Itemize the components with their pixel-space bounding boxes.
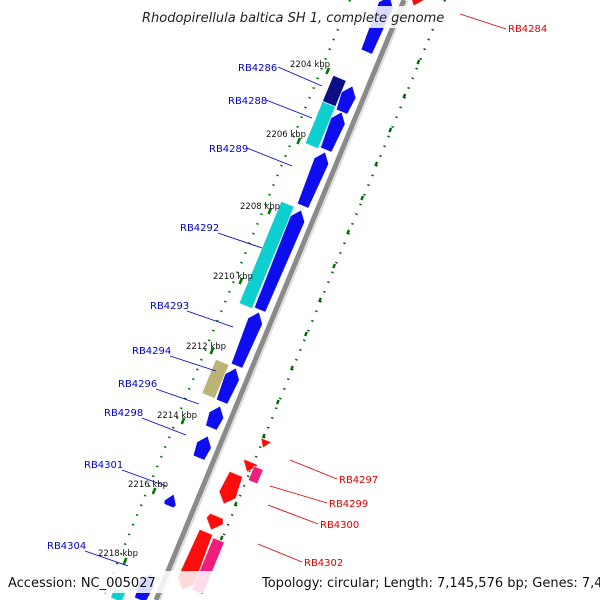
ruler-tick	[296, 137, 302, 145]
reverse-cds-4[interactable]	[205, 512, 224, 531]
gc-tick	[402, 93, 407, 99]
leader-line	[217, 232, 263, 249]
ruler-tick	[267, 207, 273, 215]
ruler-label: 2214 kbp	[157, 411, 197, 421]
leader-line	[459, 13, 507, 30]
gene-label-rb4298[interactable]: RB4298	[104, 408, 143, 419]
gc-tick	[332, 263, 336, 269]
feature-tracks	[110, 0, 425, 600]
accession-text: Accession: NC_005027	[8, 576, 156, 591]
cog-block-olive[interactable]	[201, 358, 230, 400]
leader-line	[269, 485, 328, 504]
forward-cds-2[interactable]	[320, 111, 346, 153]
gc-tick	[374, 161, 379, 167]
forward-cds-3[interactable]	[296, 151, 330, 209]
gene-label-rb4288[interactable]: RB4288	[228, 96, 267, 107]
leader-line	[277, 66, 323, 87]
reverse-cds-2[interactable]	[243, 459, 259, 473]
leader-line	[257, 543, 303, 563]
gc-tick	[261, 433, 266, 439]
reverse-cds-0[interactable]	[410, 0, 425, 7]
cog-block-magenta-small[interactable]	[247, 465, 264, 485]
reverse-cds-3[interactable]	[218, 470, 243, 505]
ruler-tick	[122, 557, 128, 565]
gc-tick	[318, 297, 322, 303]
ruler-label: 2208 kbp	[240, 202, 280, 212]
map-title: Rhodopirellula baltica SH 1, complete ge…	[142, 11, 444, 26]
leader-line	[265, 99, 313, 119]
gc-tick	[219, 535, 224, 541]
gc-tick	[275, 399, 280, 405]
gc-dot-tracks	[100, 0, 447, 600]
gene-label-rb4300[interactable]: RB4300	[320, 520, 359, 531]
leader-line	[289, 459, 338, 480]
label-leader-lines	[84, 13, 507, 567]
leader-line	[84, 550, 129, 567]
leader-line	[121, 469, 167, 487]
dot-track	[100, 0, 352, 600]
forward-gene-labels: RB4286 RB4288 RB4289 RB4292 RB4293 RB429…	[47, 63, 277, 552]
gc-tick	[346, 229, 351, 235]
gene-label-rb4297[interactable]: RB4297	[339, 475, 378, 486]
gene-label-rb4299[interactable]: RB4299	[329, 499, 368, 510]
leader-line	[141, 417, 187, 436]
gene-label-rb4284[interactable]: RB4284	[508, 24, 547, 35]
genome-stats-text: Topology: circular; Length: 7,145,576 bp…	[261, 576, 600, 591]
cog-block-cyan-long[interactable]	[238, 200, 295, 310]
gene-label-rb4302[interactable]: RB4302	[304, 558, 343, 569]
ruler-label: 2210 kbp	[213, 272, 253, 282]
gc-tick	[360, 195, 365, 201]
ruler-label: 2216 kbp	[128, 480, 168, 490]
forward-cds-5[interactable]	[230, 311, 263, 369]
title-backdrop	[138, 6, 460, 28]
ruler-label: 2206 kbp	[266, 130, 306, 140]
leader-line	[169, 355, 217, 372]
genome-backbone	[153, 0, 407, 600]
leader-line	[186, 310, 234, 328]
ruler-label: 2218 kbp	[98, 549, 138, 559]
cog-block-cyan[interactable]	[304, 100, 336, 150]
forward-cds-9[interactable]	[163, 493, 177, 509]
gc-tick	[388, 127, 393, 133]
forward-cds-6[interactable]	[215, 367, 240, 405]
ruler-tick	[238, 277, 244, 285]
ruler-label: 2212 kbp	[186, 342, 226, 352]
leader-line	[246, 147, 293, 167]
gene-label-rb4292[interactable]: RB4292	[180, 223, 219, 234]
reverse-gene-labels: RB4284 RB4297 RB4299 RB4300 RB4302	[304, 24, 547, 569]
gene-label-rb4289[interactable]: RB4289	[209, 144, 248, 155]
gene-label-rb4293[interactable]: RB4293	[150, 301, 189, 312]
gc-tick	[289, 365, 294, 371]
ruler-labels: 2204 kbp 2206 kbp 2208 kbp 2210 kbp 2212…	[98, 60, 330, 559]
gene-label-rb4301[interactable]: RB4301	[84, 460, 123, 471]
leader-line	[267, 504, 319, 525]
gc-tick	[416, 59, 421, 65]
ruler-tick	[209, 347, 215, 355]
genome-backbone-shade	[159, 0, 409, 600]
forward-cds-8[interactable]	[192, 435, 212, 461]
gene-label-rb4296[interactable]: RB4296	[118, 379, 157, 390]
gene-label-rb4304[interactable]: RB4304	[47, 541, 86, 552]
gc-tick	[304, 331, 308, 337]
ruler-tick	[325, 67, 331, 75]
ruler-tick	[151, 487, 157, 495]
forward-cds-4[interactable]	[253, 209, 306, 313]
reverse-cds-1[interactable]	[260, 436, 273, 449]
ruler-label: 2204 kbp	[290, 60, 330, 70]
gene-label-rb4294[interactable]: RB4294	[132, 346, 171, 357]
forward-cds-7[interactable]	[205, 405, 225, 431]
gene-label-rb4286[interactable]: RB4286	[238, 63, 277, 74]
gc-tick	[233, 501, 238, 507]
leader-line	[155, 388, 200, 405]
footer-backdrop	[0, 571, 600, 593]
ruler-tick	[180, 417, 186, 425]
